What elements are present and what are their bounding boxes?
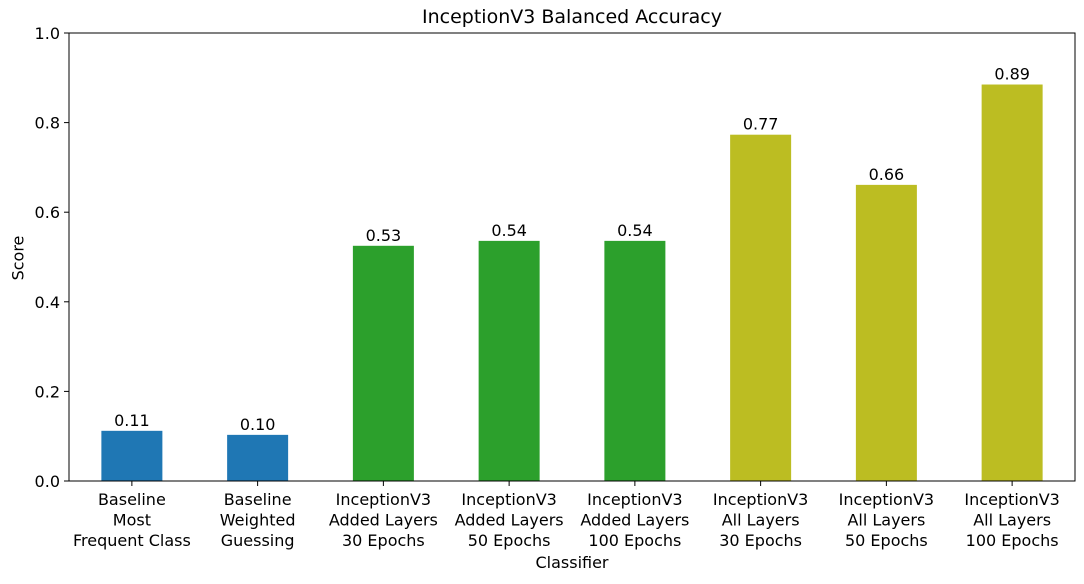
x-tick-label: InceptionV3 Added Layers 50 Epochs (455, 490, 564, 550)
bar (981, 84, 1043, 482)
bar (101, 430, 163, 481)
bar-value-label: 0.11 (114, 411, 150, 430)
bar (730, 134, 792, 481)
bar (352, 245, 414, 481)
bar-value-label: 0.53 (366, 226, 402, 245)
y-tick-label: 1.0 (35, 24, 60, 43)
bar-value-label: 0.54 (491, 221, 527, 240)
bar (478, 240, 540, 481)
bar (604, 240, 666, 481)
chart-title: InceptionV3 Balanced Accuracy (422, 6, 722, 28)
x-axis-label: Classifier (535, 553, 609, 572)
y-tick-label: 0.4 (35, 293, 60, 312)
y-tick-label: 0.6 (35, 203, 60, 222)
bar-value-label: 0.54 (617, 221, 653, 240)
y-tick-label: 0.2 (35, 382, 60, 401)
bar-value-label: 0.66 (869, 165, 905, 184)
y-tick-label: 0.8 (35, 114, 60, 133)
bar-value-label: 0.89 (994, 65, 1030, 84)
x-tick-label: InceptionV3 All Layers 30 Epochs (713, 490, 808, 550)
plot-frame (68, 32, 1076, 482)
bar (855, 184, 917, 481)
bar (227, 434, 289, 481)
x-tick-label: InceptionV3 All Layers 100 Epochs (964, 490, 1059, 550)
x-tick-label: Baseline Weighted Guessing (220, 490, 296, 550)
x-tick-label: Baseline Most Frequent Class (73, 490, 191, 550)
x-tick-label: InceptionV3 All Layers 50 Epochs (839, 490, 934, 550)
x-tick-label: InceptionV3 Added Layers 100 Epochs (580, 490, 689, 550)
bar-value-label: 0.10 (240, 415, 276, 434)
y-tick-label: 0.0 (35, 472, 60, 491)
x-tick-label: InceptionV3 Added Layers 30 Epochs (329, 490, 438, 550)
bar-value-label: 0.77 (743, 115, 779, 134)
